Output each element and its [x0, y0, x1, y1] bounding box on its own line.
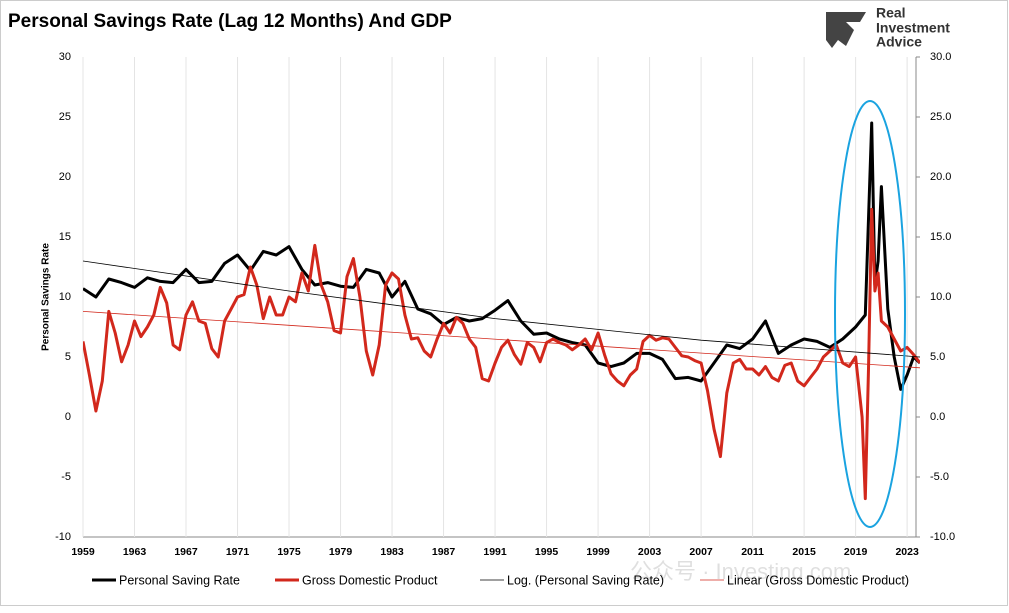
- x-tick-label: 1983: [380, 546, 404, 558]
- series-line: [83, 121, 920, 391]
- x-tick-label: 1979: [329, 546, 353, 558]
- x-tick-label: 2019: [844, 546, 868, 558]
- x-tick-label: 1963: [123, 546, 147, 558]
- y-tick-label: -5: [61, 471, 71, 483]
- x-tick-label: 1967: [174, 546, 198, 558]
- x-tick-label: 2023: [895, 546, 919, 558]
- legend-label: Gross Domestic Product: [302, 573, 438, 587]
- series-line: [83, 207, 920, 501]
- y2-tick-label: 25.0: [930, 111, 951, 123]
- logo: Real Investment Advice: [826, 5, 950, 50]
- series-line: [83, 260, 920, 358]
- y2-tick-label: 10.0: [930, 291, 951, 303]
- legend-label: Log. (Personal Saving Rate): [507, 573, 664, 587]
- x-tick-label: 2011: [741, 546, 764, 558]
- y-tick-label: -10: [55, 531, 71, 543]
- x-tick-label: 1991: [483, 546, 507, 558]
- logo-icon: [826, 12, 866, 48]
- logo-text: Investment: [876, 20, 950, 36]
- y2-tick-label: 15.0: [930, 231, 951, 243]
- y-tick-label: 15: [59, 231, 71, 243]
- y2-tick-label: 0.0: [930, 411, 945, 423]
- y-axis-label: Personal Savings Rate: [41, 243, 52, 351]
- x-tick-label: 2003: [638, 546, 662, 558]
- logo-text: Advice: [876, 34, 922, 50]
- x-tick-label: 1995: [535, 546, 559, 558]
- x-tick-label: 2007: [689, 546, 713, 558]
- y-tick-label: 30: [59, 51, 71, 63]
- y-tick-label: 0: [65, 411, 71, 423]
- x-tick-label: 1959: [71, 546, 95, 558]
- y2-tick-label: -5.0: [930, 471, 949, 483]
- highlight-ellipse: [834, 100, 906, 528]
- series-line: [83, 311, 920, 369]
- y2-tick-label: 30.0: [930, 51, 951, 63]
- watermark: 公众号 · Investing.com: [630, 559, 851, 584]
- x-tick-label: 1975: [277, 546, 301, 558]
- y2-tick-label: -10.0: [930, 531, 955, 543]
- x-tick-label: 1971: [226, 546, 250, 558]
- x-tick-label: 1987: [432, 546, 456, 558]
- x-tick-label: 2015: [792, 546, 816, 558]
- x-tick-label: 1999: [586, 546, 610, 558]
- y-tick-label: 20: [59, 171, 71, 183]
- legend-label: Personal Saving Rate: [119, 573, 240, 587]
- y-tick-label: 10: [59, 291, 71, 303]
- y-tick-label: 5: [65, 351, 71, 363]
- logo-text: Real: [876, 5, 906, 21]
- legend-label: Linear (Gross Domestic Product): [727, 573, 909, 587]
- y-tick-label: 25: [59, 111, 71, 123]
- chart-title: Personal Savings Rate (Lag 12 Months) An…: [8, 11, 452, 32]
- y2-tick-label: 20.0: [930, 171, 951, 183]
- y2-tick-label: 5.0: [930, 351, 945, 363]
